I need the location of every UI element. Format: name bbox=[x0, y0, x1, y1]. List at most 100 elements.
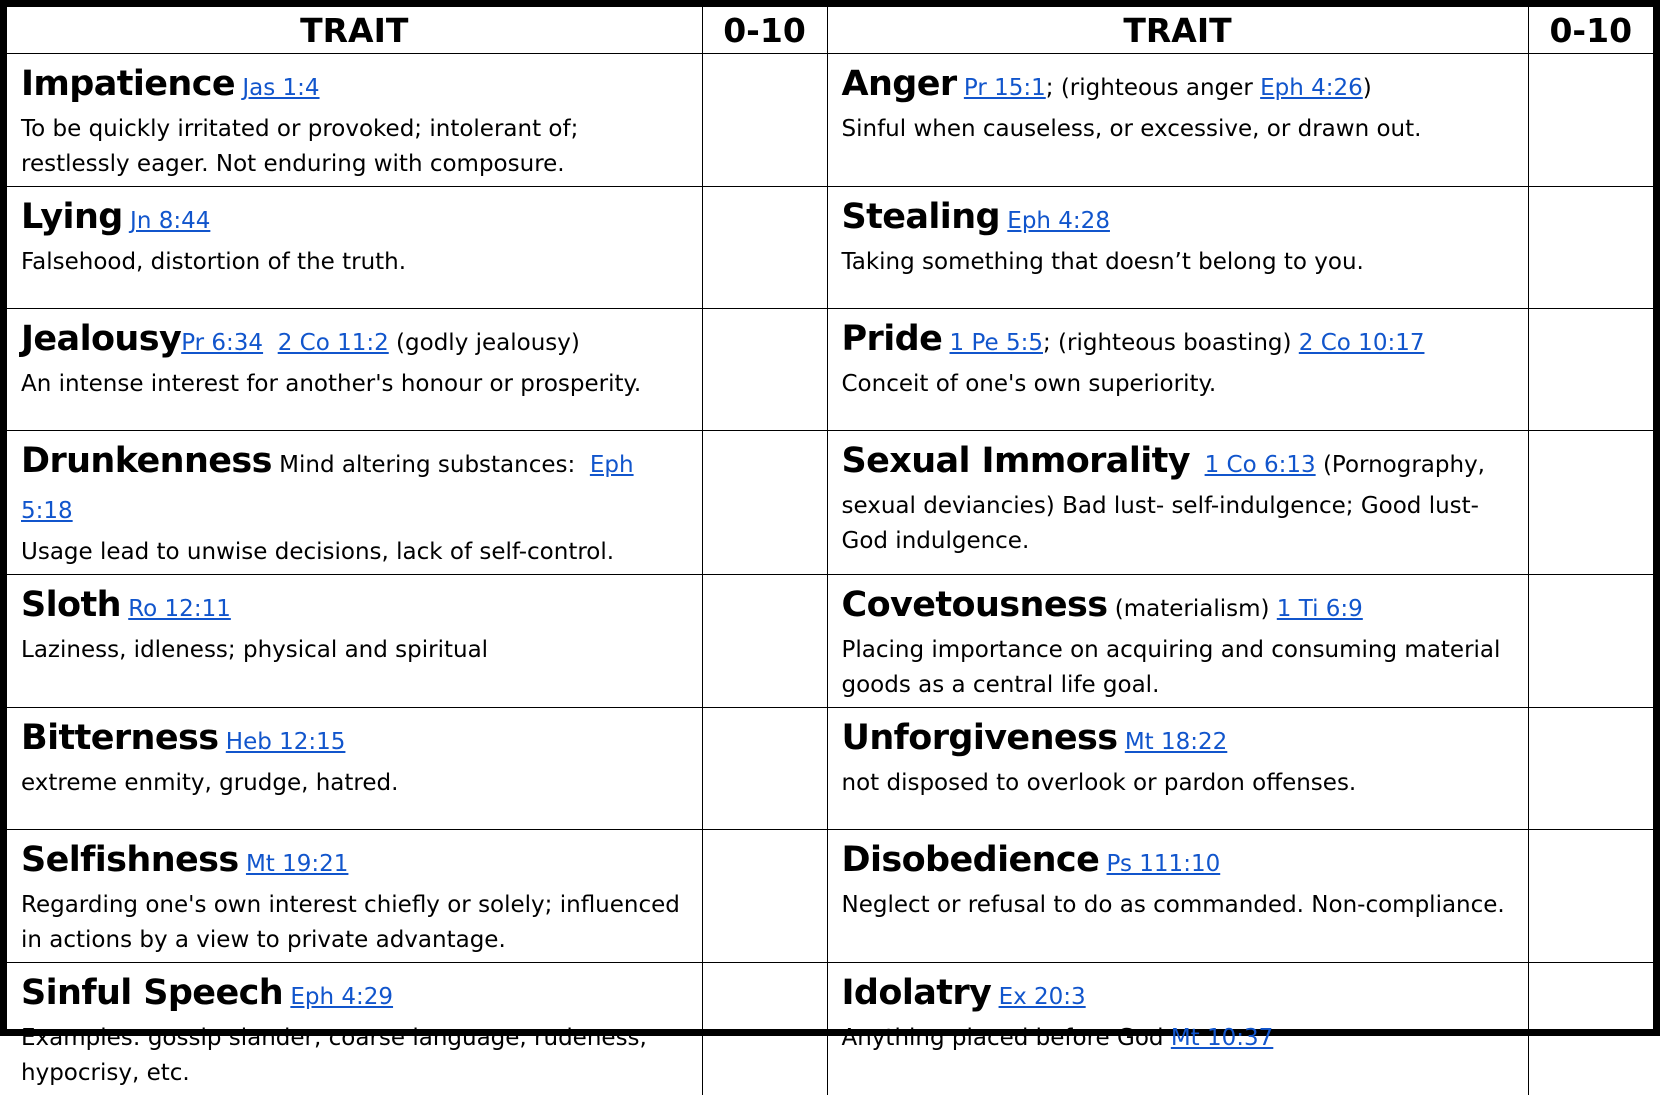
trait-headline: Sexual Immorality 1 Co 6:13 (Pornography… bbox=[842, 439, 1514, 489]
scripture-link[interactable]: Ps 111:10 bbox=[1107, 851, 1221, 877]
trait-cell-right: Idolatry Ex 20:3 Anything placed before G… bbox=[827, 963, 1528, 1095]
score-input-cell-right[interactable] bbox=[1528, 431, 1653, 575]
scripture-link[interactable]: 1 Co 6:13 bbox=[1205, 452, 1316, 478]
scripture-link[interactable]: Pr 6:34 bbox=[181, 330, 263, 356]
trait-name: Anger bbox=[842, 64, 957, 104]
trait-description: Sinful when causeless, or excessive, or … bbox=[842, 112, 1514, 147]
scripture-link[interactable]: 2 Co 10:17 bbox=[1299, 330, 1425, 356]
scripture-link[interactable]: Jas 1:4 bbox=[242, 75, 319, 101]
score-input-cell-left[interactable] bbox=[702, 309, 827, 431]
scripture-link[interactable]: 2 Co 11:2 bbox=[278, 330, 389, 356]
trait-row: Sloth Ro 12:11 Laziness, idleness; physic… bbox=[7, 575, 1653, 708]
trait-headline: Anger Pr 15:1; (righteous anger Eph 4:26… bbox=[842, 62, 1514, 112]
trait-description-text: sexual deviancies) Bad lust- self-indulg… bbox=[842, 493, 1479, 554]
trait-name: Stealing bbox=[842, 197, 1000, 237]
trait-headline: Bitterness Heb 12:15 bbox=[21, 716, 688, 766]
score-input-cell-right[interactable] bbox=[1528, 830, 1653, 963]
scripture-link[interactable]: Mt 10:37 bbox=[1171, 1025, 1273, 1051]
trait-cell-left: Impatience Jas 1:4 To be quickly irritate… bbox=[7, 54, 702, 187]
trait-cell-left: Sinful Speech Eph 4:29 Examples: gossip s… bbox=[7, 963, 702, 1095]
trait-note: (materialism) bbox=[1107, 596, 1276, 622]
scripture-link[interactable]: Ro 12:11 bbox=[128, 596, 231, 622]
score-input-cell-right[interactable] bbox=[1528, 708, 1653, 830]
trait-description: Usage lead to unwise decisions, lack of … bbox=[21, 535, 688, 570]
trait-headline: Stealing Eph 4:28 bbox=[842, 195, 1514, 245]
scripture-link[interactable]: Eph 4:28 bbox=[1007, 208, 1110, 234]
trait-description-text: An intense interest for another's honour… bbox=[21, 371, 641, 397]
trait-note bbox=[218, 729, 225, 755]
score-input-cell-left[interactable] bbox=[702, 431, 827, 575]
trait-cell-right: Sexual Immorality 1 Co 6:13 (Pornography… bbox=[827, 431, 1528, 575]
scripture-link[interactable]: Pr 15:1 bbox=[964, 75, 1046, 101]
scripture-link[interactable]: Jn 8:44 bbox=[130, 208, 210, 234]
trait-headline: Covetousness (materialism) 1 Ti 6:9 bbox=[842, 583, 1514, 633]
header-trait-left: TRAIT bbox=[7, 7, 702, 54]
score-input-cell-right[interactable] bbox=[1528, 309, 1653, 431]
scripture-link[interactable]: Heb 12:15 bbox=[226, 729, 346, 755]
trait-name: Bitterness bbox=[21, 718, 218, 758]
score-input-cell-left[interactable] bbox=[702, 708, 827, 830]
trait-description: An intense interest for another's honour… bbox=[21, 367, 688, 402]
trait-cell-left: JealousyPr 6:34 2 Co 11:2 (godly jealous… bbox=[7, 309, 702, 431]
trait-description: Laziness, idleness; physical and spiritu… bbox=[21, 633, 688, 668]
scripture-link[interactable]: Mt 19:21 bbox=[246, 851, 348, 877]
scripture-link[interactable]: 1 Pe 5:5 bbox=[950, 330, 1043, 356]
trait-description-text: Conceit of one's own superiority. bbox=[842, 371, 1217, 397]
trait-description-text: not disposed to overlook or pardon offen… bbox=[842, 770, 1357, 796]
trait-description-text: Taking something that doesn’t belong to … bbox=[842, 249, 1364, 275]
trait-name: Selfishness bbox=[21, 840, 239, 880]
header-score-right: 0-10 bbox=[1528, 7, 1653, 54]
trait-headline: Disobedience Ps 111:10 bbox=[842, 838, 1514, 888]
scripture-link[interactable]: Ex 20:3 bbox=[999, 984, 1086, 1010]
score-input-cell-right[interactable] bbox=[1528, 963, 1653, 1095]
trait-row: Impatience Jas 1:4 To be quickly irritate… bbox=[7, 54, 1653, 187]
trait-assessment-sheet: TRAIT 0-10 TRAIT 0-10 Impatience Jas 1:4… bbox=[0, 0, 1660, 1036]
score-input-cell-left[interactable] bbox=[702, 575, 827, 708]
trait-name: Jealousy bbox=[21, 319, 181, 359]
trait-description: not disposed to overlook or pardon offen… bbox=[842, 766, 1514, 801]
scripture-link[interactable]: 1 Ti 6:9 bbox=[1277, 596, 1363, 622]
trait-cell-right: Pride 1 Pe 5:5; (righteous boasting) 2 C… bbox=[827, 309, 1528, 431]
scripture-link[interactable]: Eph 4:29 bbox=[290, 984, 393, 1010]
trait-description-text: Examples: gossip slander, coarse languag… bbox=[21, 1025, 647, 1086]
score-input-cell-right[interactable] bbox=[1528, 187, 1653, 309]
trait-name: Impatience bbox=[21, 64, 235, 104]
score-input-cell-left[interactable] bbox=[702, 830, 827, 963]
score-input-cell-left[interactable] bbox=[702, 54, 827, 187]
trait-name: Pride bbox=[842, 319, 943, 359]
trait-description: Anything placed before God Mt 10:37 bbox=[842, 1021, 1514, 1056]
trait-name: Unforgiveness bbox=[842, 718, 1118, 758]
trait-name: Sexual Immorality bbox=[842, 441, 1190, 481]
trait-headline: Lying Jn 8:44 bbox=[21, 195, 688, 245]
trait-rows: Impatience Jas 1:4 To be quickly irritate… bbox=[7, 54, 1653, 1095]
trait-description: To be quickly irritated or provoked; int… bbox=[21, 112, 688, 182]
trait-note: (Pornography, bbox=[1316, 452, 1485, 478]
trait-name: Idolatry bbox=[842, 973, 992, 1013]
scripture-link[interactable]: Eph 4:26 bbox=[1260, 75, 1363, 101]
trait-headline: Pride 1 Pe 5:5; (righteous boasting) 2 C… bbox=[842, 317, 1514, 367]
trait-note bbox=[1118, 729, 1125, 755]
trait-headline: JealousyPr 6:34 2 Co 11:2 (godly jealous… bbox=[21, 317, 688, 367]
trait-name: Sinful Speech bbox=[21, 973, 283, 1013]
score-input-cell-right[interactable] bbox=[1528, 575, 1653, 708]
trait-description: sexual deviancies) Bad lust- self-indulg… bbox=[842, 489, 1514, 559]
trait-headline: Sloth Ro 12:11 bbox=[21, 583, 688, 633]
trait-note bbox=[942, 330, 949, 356]
trait-name: Lying bbox=[21, 197, 123, 237]
trait-description-text: Laziness, idleness; physical and spiritu… bbox=[21, 637, 488, 663]
score-input-cell-left[interactable] bbox=[702, 963, 827, 1095]
score-input-cell-left[interactable] bbox=[702, 187, 827, 309]
trait-note bbox=[1099, 851, 1106, 877]
trait-description: Regarding one's own interest chiefly or … bbox=[21, 888, 688, 958]
score-input-cell-right[interactable] bbox=[1528, 54, 1653, 187]
trait-headline: Drunkenness Mind altering substances: Ep… bbox=[21, 439, 688, 535]
scripture-link[interactable]: Mt 18:22 bbox=[1125, 729, 1227, 755]
trait-note: ; (righteous anger bbox=[1046, 75, 1260, 101]
trait-description-text: Placing importance on acquiring and cons… bbox=[842, 637, 1501, 698]
